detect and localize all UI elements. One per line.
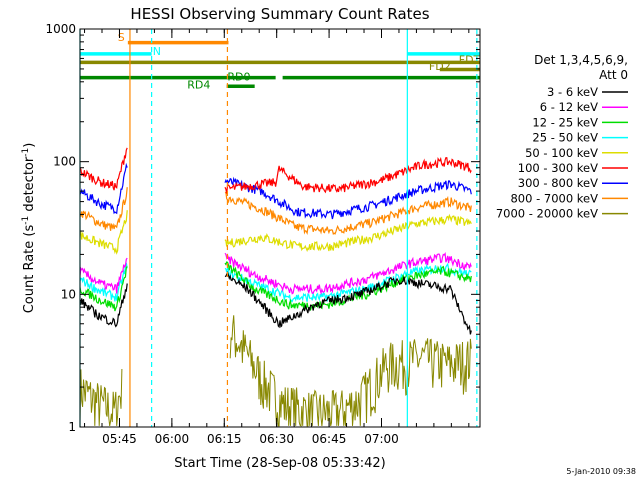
series-line	[224, 252, 472, 296]
x-tick-label: 06:15	[207, 432, 242, 446]
legend-label: 3 - 6 keV	[547, 85, 598, 99]
series-12-25keV	[80, 261, 472, 312]
flag-label: S	[118, 31, 125, 44]
y-axis-label-part: detector	[22, 156, 37, 216]
x-tick-label: 06:30	[259, 432, 294, 446]
axes: 05:45 06:00 06:15 06:30 06:45 07:00 1 10 100 1000	[45, 22, 480, 446]
series-line	[224, 191, 472, 236]
series-line	[80, 187, 128, 231]
event-lines	[79, 29, 478, 427]
y-tick-label: 100	[53, 155, 76, 169]
series-line	[80, 257, 128, 294]
y-tick-label: 1000	[45, 22, 76, 36]
flag-label: N	[153, 45, 161, 58]
legend-label: 300 - 800 keV	[518, 176, 598, 190]
flag-label: FDT	[459, 53, 481, 66]
x-tick-label: 07:00	[364, 432, 399, 446]
series-3-6keV	[80, 271, 472, 335]
chart-title: HESSI Observing Summary Count Rates	[130, 5, 429, 23]
legend-label: 800 - 7000 keV	[510, 191, 598, 205]
series-line	[224, 176, 472, 220]
legend-label: 100 - 300 keV	[518, 161, 598, 175]
series-7000-20000keV	[80, 315, 472, 427]
y-tick-label: 1	[68, 420, 76, 434]
series-line	[224, 213, 472, 252]
series-line	[80, 262, 128, 302]
flag-bars: S N FDT FD2 RD0 RD4	[80, 31, 481, 92]
y-axis-label: Count Rate (s-1 detector-1)	[21, 143, 37, 314]
series-line	[229, 315, 472, 427]
series-line	[80, 368, 123, 426]
x-axis-label: Start Time (28-Sep-08 05:33:42)	[174, 456, 385, 471]
x-tick-label: 06:00	[155, 432, 190, 446]
y-axis-label-part: Count Rate (s	[22, 225, 37, 314]
legend-label: 6 - 12 keV	[540, 100, 598, 114]
legend-label: 12 - 25 keV	[532, 115, 598, 129]
flag-label: FD2	[429, 60, 451, 73]
series-25-50keV	[80, 262, 472, 304]
footer-timestamp: 5-Jan-2010 09:38	[566, 467, 636, 476]
x-tick-label: 05:45	[102, 432, 137, 446]
series-50-100keV	[80, 210, 472, 255]
series-line	[224, 271, 472, 335]
series-line	[224, 156, 472, 194]
y-axis-label-sup: -1	[21, 216, 31, 225]
legend-header: Det 1,3,4,5,6,9,	[534, 53, 628, 67]
series-line	[80, 266, 128, 312]
series-100-300keV	[80, 147, 472, 194]
series-300-800keV	[80, 162, 472, 220]
series-6-12keV	[80, 252, 472, 296]
series-line	[80, 147, 128, 191]
flag-label: RD4	[187, 79, 210, 92]
series-line	[224, 262, 472, 304]
series-800-7000keV	[80, 187, 472, 236]
legend-label: 50 - 100 keV	[525, 146, 598, 160]
y-axis-label-sup: -1	[21, 148, 31, 157]
y-axis-label-part: )	[22, 143, 37, 148]
legend-label: 7000 - 20000 keV	[496, 207, 598, 221]
series-line	[80, 210, 128, 255]
x-tick-label: 06:45	[312, 432, 347, 446]
flag-label: RD0	[227, 70, 250, 83]
legend-header: Att 0	[599, 68, 628, 82]
y-tick-label: 10	[61, 287, 76, 301]
legend-label: 25 - 50 keV	[532, 131, 598, 145]
series-line	[80, 283, 128, 328]
plot-frame	[79, 28, 481, 428]
series-line	[80, 162, 128, 215]
plot-data	[80, 147, 472, 427]
